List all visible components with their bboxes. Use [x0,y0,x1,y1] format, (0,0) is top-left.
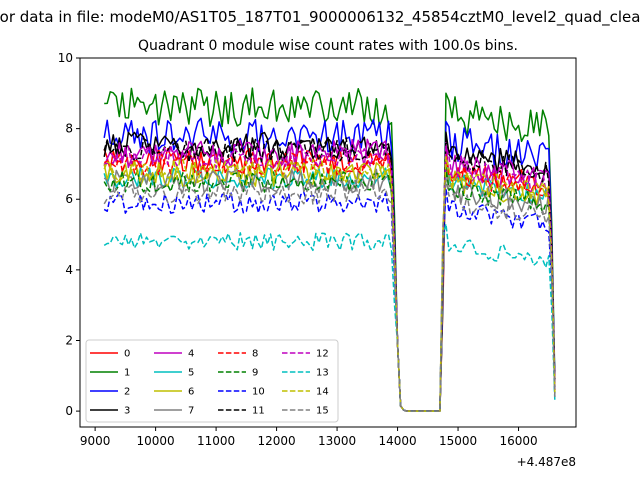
legend-label-7: 7 [188,406,194,417]
x-tick-label: 13000 [318,434,356,448]
series-line-12 [104,144,556,412]
legend-label-5: 5 [188,368,194,379]
y-tick-label: 4 [65,263,73,277]
y-tick-label: 10 [58,51,73,65]
series-line-14 [103,156,556,412]
series-line-6 [103,159,556,412]
series-layer [103,87,556,412]
y-tick-label: 6 [65,192,73,206]
series-line-15 [103,177,556,412]
legend-label-10: 10 [252,387,265,398]
x-tick-label: 11000 [197,434,235,448]
x-tick-label: 15000 [439,434,477,448]
figure-suptitle: Plot for data in file: modeM0/AS1T05_187… [0,8,640,27]
legend-label-8: 8 [252,349,258,360]
series-line-8 [103,151,556,412]
legend-frame [85,339,339,423]
legend-label-0: 0 [124,349,130,360]
legend-label-3: 3 [124,406,130,417]
x-tick-label: 12000 [257,434,295,448]
x-offset-label: +4.487e8 [517,455,576,469]
plot-frame [79,57,577,428]
x-tick-label: 14000 [378,434,416,448]
series-line-11 [103,134,556,412]
series-line-10 [103,187,556,412]
legend-label-4: 4 [188,349,194,360]
chart-title: Quadrant 0 module wise count rates with … [138,38,518,54]
series-line-1 [104,87,556,412]
series-line-9 [103,166,556,412]
x-tick-label: 16000 [499,434,537,448]
legend-label-14: 14 [316,387,329,398]
x-tick-label: 9000 [80,434,111,448]
legend-label-12: 12 [316,349,329,360]
legend-label-2: 2 [124,387,130,398]
x-tick-label: 10000 [137,434,175,448]
legend-label-11: 11 [252,406,265,417]
legend-label-6: 6 [188,387,194,398]
y-tick-label: 0 [65,404,73,418]
legend-label-13: 13 [316,368,329,379]
y-tick-label: 8 [65,122,73,136]
legend-label-1: 1 [124,368,130,379]
x-axis: 9000 10000 11000 12000 13000 14000 15000 16000 [80,427,538,448]
legend-label-15: 15 [316,406,329,417]
legend-label-9: 9 [252,368,258,379]
series-line-13 [103,223,556,412]
y-axis: 0 2 4 6 8 10 [58,51,80,418]
y-tick-label: 2 [65,333,73,347]
